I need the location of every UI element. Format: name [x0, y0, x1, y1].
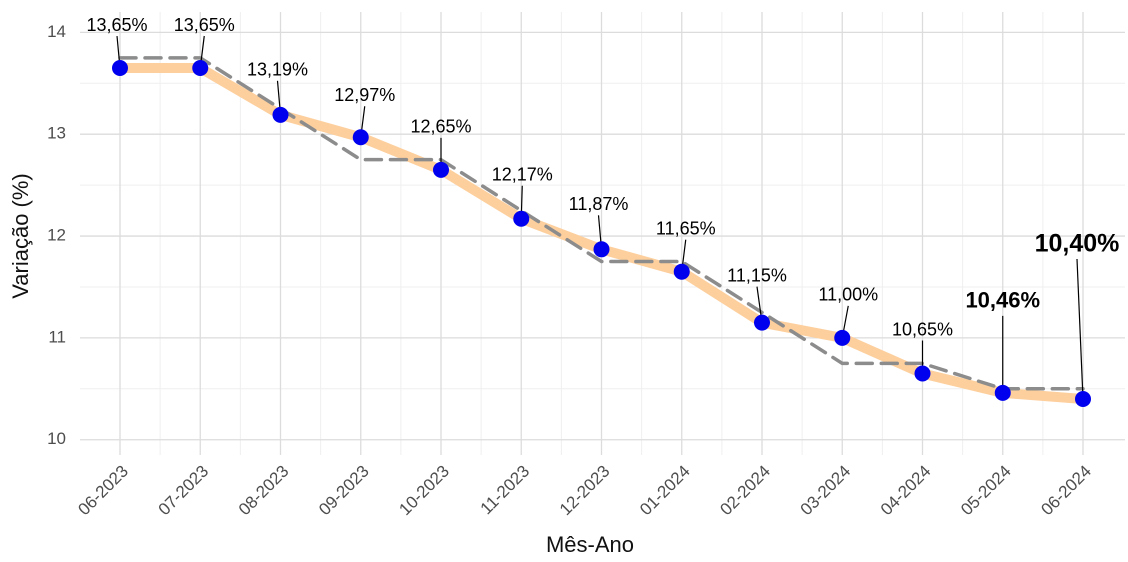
data-label: 10,40%: [1035, 230, 1120, 258]
x-tick-label: 12-2023: [556, 462, 614, 520]
data-label: 12,65%: [410, 117, 471, 137]
data-label: 11,65%: [656, 218, 716, 238]
y-tick-label: 14: [47, 22, 66, 41]
point: [914, 365, 931, 382]
data-label: 12,97%: [334, 85, 395, 105]
point: [834, 329, 851, 346]
y-tick-label: 12: [47, 226, 66, 245]
data-label: 10,46%: [965, 288, 1040, 313]
point: [272, 106, 289, 123]
point: [112, 60, 128, 77]
point: [513, 210, 530, 227]
x-tick-label: 11-2023: [477, 462, 534, 519]
data-label: 13,19%: [247, 60, 308, 80]
x-tick-label: 03-2024: [797, 462, 855, 520]
point: [192, 60, 209, 77]
point: [673, 263, 690, 280]
data-label: 11,15%: [727, 265, 787, 285]
point: [593, 241, 610, 258]
data-label: 13,65%: [86, 15, 147, 35]
x-tick-label: 04-2024: [877, 462, 935, 520]
x-axis-title: Mês-Ano: [546, 532, 634, 557]
x-tick-label: 06-2024: [1037, 462, 1095, 520]
x-tick-label: 07-2023: [155, 462, 213, 520]
x-tick-label: 06-2023: [74, 462, 132, 520]
data-label: 12,17%: [492, 164, 553, 184]
point: [754, 314, 770, 331]
y-tick-label: 13: [47, 124, 66, 143]
point: [433, 161, 449, 178]
point: [994, 384, 1011, 401]
y-tick-label: 11: [48, 327, 66, 346]
label-leader: [1076, 258, 1084, 400]
data-label: 10,65%: [892, 319, 953, 339]
data-label: 13,65%: [174, 15, 235, 35]
data-label: 11,87%: [569, 194, 629, 214]
point: [1075, 390, 1091, 407]
point: [352, 129, 369, 146]
y-tick-label: 10: [47, 429, 66, 448]
x-tick-label: 02-2024: [716, 462, 774, 520]
x-tick-label: 01-2024: [636, 462, 694, 520]
x-tick-label: 09-2023: [315, 462, 373, 520]
y-axis-title: Variação (%): [8, 173, 33, 299]
x-tick-label: 05-2024: [957, 462, 1015, 520]
x-tick-label: 10-2023: [395, 462, 453, 520]
data-label: 11,00%: [818, 285, 878, 305]
x-tick-label: 08-2023: [235, 462, 293, 520]
